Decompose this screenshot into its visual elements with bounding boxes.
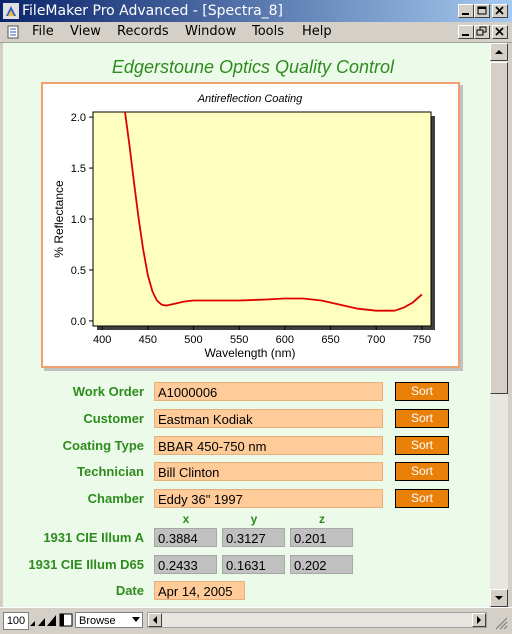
y-axis-label: % Reflectance xyxy=(52,180,66,258)
work-order-field[interactable]: A1000006 xyxy=(154,382,383,401)
x-tick-label: 600 xyxy=(276,334,294,346)
scroll-right-button[interactable] xyxy=(472,613,486,627)
technician-sort-button[interactable]: Sort xyxy=(395,462,449,481)
scroll-left-button[interactable] xyxy=(148,613,162,627)
doc-close-button[interactable] xyxy=(492,25,508,39)
maximize-icon xyxy=(477,6,487,15)
scroll-thumb[interactable] xyxy=(490,62,508,394)
restore-icon xyxy=(476,26,487,36)
arrow-left-icon xyxy=(153,616,157,624)
minimize-button[interactable] xyxy=(458,4,474,18)
y-tick-label: 0.0 xyxy=(71,316,86,328)
mode-value: Browse xyxy=(79,615,116,627)
coating-type-sort-button[interactable]: Sort xyxy=(395,436,449,455)
mode-select[interactable]: Browse xyxy=(75,612,143,628)
cie-illum-a-x-field[interactable]: 0.3884 xyxy=(154,528,217,547)
menu-view[interactable]: View xyxy=(70,24,101,39)
minimize-icon xyxy=(462,34,469,36)
title-bar: FileMaker Pro Advanced - [Spectra_8] xyxy=(0,0,512,22)
arrow-up-icon xyxy=(495,50,503,54)
y-tick-label: 1.0 xyxy=(71,214,86,226)
cie-illum-a-label: 1931 CIE Illum A xyxy=(43,530,144,545)
y-tick-label: 0.5 xyxy=(71,265,86,277)
filemaker-app-icon[interactable] xyxy=(3,3,19,19)
plot-area xyxy=(92,111,432,327)
cie-header-z: z xyxy=(319,512,325,526)
page-title: Edgerstoune Optics Quality Control xyxy=(111,57,395,77)
scroll-down-button[interactable] xyxy=(490,589,508,607)
reflectance-series-line xyxy=(124,111,423,312)
cie-illum-d65-label: 1931 CIE Illum D65 xyxy=(28,557,144,572)
zoom-icon[interactable] xyxy=(29,613,57,627)
y-tick-label: 1.5 xyxy=(71,163,86,175)
scroll-up-button[interactable] xyxy=(490,43,508,61)
customer-sort-button[interactable]: Sort xyxy=(395,409,449,428)
x-axis-label: Wavelength (nm) xyxy=(205,346,296,360)
x-tick-label: 650 xyxy=(321,334,339,346)
menu-help[interactable]: Help xyxy=(302,24,332,39)
x-tick-label: 550 xyxy=(230,334,248,346)
coating-type-label: Coating Type xyxy=(62,438,144,453)
doc-restore-button[interactable] xyxy=(474,25,490,39)
menu-window[interactable]: Window xyxy=(185,24,237,39)
doc-minimize-button[interactable] xyxy=(458,25,474,39)
close-button[interactable] xyxy=(492,4,508,18)
resize-grip-icon[interactable] xyxy=(492,614,508,630)
technician-label: Technician xyxy=(77,464,144,479)
y-tick-label: 2.0 xyxy=(71,112,86,124)
layout-area: Edgerstoune Optics Quality Control Antir… xyxy=(3,43,490,607)
cie-illum-d65-x-field[interactable]: 0.2433 xyxy=(154,555,217,574)
cie-header-y: y xyxy=(250,512,258,526)
x-tick-label: 450 xyxy=(139,334,157,346)
menu-records[interactable]: Records xyxy=(117,24,169,39)
arrow-right-icon xyxy=(477,616,481,624)
technician-field[interactable]: Bill Clinton xyxy=(154,462,383,481)
cie-illum-d65-z-field[interactable]: 0.202 xyxy=(290,555,353,574)
chart-title: Antireflection Coating xyxy=(197,93,303,105)
x-tick-label: 700 xyxy=(367,334,385,346)
maximize-button[interactable] xyxy=(474,4,490,18)
x-tick-label: 750 xyxy=(413,334,431,346)
cie-illum-a-z-field[interactable]: 0.201 xyxy=(290,528,353,547)
arrow-down-icon xyxy=(495,596,503,600)
close-icon xyxy=(495,6,504,15)
cie-header-x: x xyxy=(182,512,190,526)
chamber-field[interactable]: Eddy 36" 1997 xyxy=(154,489,383,508)
chamber-label: Chamber xyxy=(87,491,144,506)
chevron-down-icon xyxy=(132,617,140,622)
cie-illum-d65-y-field[interactable]: 0.1631 xyxy=(222,555,285,574)
document-icon[interactable] xyxy=(6,25,20,39)
cie-illum-a-y-field[interactable]: 0.3127 xyxy=(222,528,285,547)
status-bar: 100 Browse xyxy=(0,607,512,634)
coating-type-field[interactable]: BBAR 450-750 nm xyxy=(154,436,383,455)
close-icon xyxy=(495,27,504,36)
customer-field[interactable]: Eastman Kodiak xyxy=(154,409,383,428)
zoom-level[interactable]: 100 xyxy=(3,612,29,630)
chamber-sort-button[interactable]: Sort xyxy=(395,489,449,508)
menu-tools[interactable]: Tools xyxy=(252,24,285,39)
vertical-scrollbar[interactable] xyxy=(490,43,508,607)
status-toggle-icon[interactable] xyxy=(59,612,73,628)
chart-frame: Antireflection Coating 400 450 500 550 600 65… xyxy=(41,82,460,368)
work-order-sort-button[interactable]: Sort xyxy=(395,382,449,401)
date-field[interactable]: Apr 14, 2005 xyxy=(154,581,245,600)
reflectance-chart: Antireflection Coating 400 450 500 550 600 65… xyxy=(52,93,435,360)
window-title: FileMaker Pro Advanced - [Spectra_8] xyxy=(22,3,284,19)
x-tick-label: 400 xyxy=(93,334,111,346)
menu-bar: File View Records Window Tools Help xyxy=(0,22,512,43)
minimize-icon xyxy=(462,13,469,15)
horizontal-scrollbar[interactable] xyxy=(147,612,487,628)
work-order-label: Work Order xyxy=(72,384,144,399)
date-label: Date xyxy=(115,583,144,598)
x-tick-label: 500 xyxy=(184,334,202,346)
menu-file[interactable]: File xyxy=(32,24,54,39)
customer-label: Customer xyxy=(83,411,144,426)
